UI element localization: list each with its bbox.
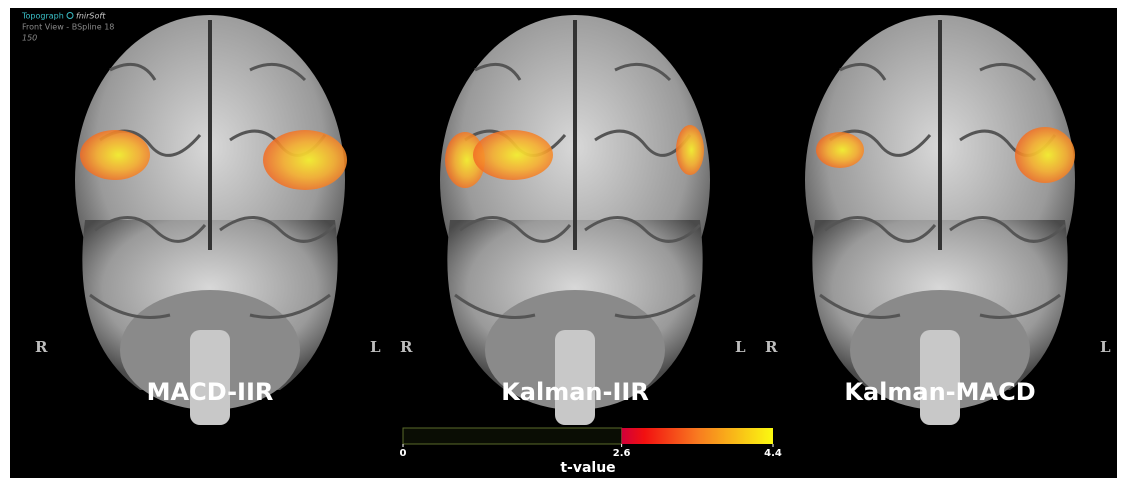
software-name: Topograph xyxy=(21,12,64,21)
side-label: R xyxy=(765,338,778,356)
brain-image xyxy=(803,13,1077,427)
brain-image xyxy=(73,13,347,427)
brand: fnirSoft xyxy=(76,12,106,21)
logo-icon xyxy=(66,12,74,19)
side-label: L xyxy=(1100,338,1111,356)
colorbar: 0 2.6 4.4 t-value xyxy=(400,427,782,476)
colorbar-gradient xyxy=(621,428,773,444)
panel-title: Kalman-IIR xyxy=(501,378,649,406)
side-label: R xyxy=(400,338,413,356)
side-label: R xyxy=(35,338,48,356)
panel-title: Kalman-MACD xyxy=(844,378,1035,406)
colorbar-below-threshold xyxy=(402,427,623,445)
frame-info: 150 xyxy=(22,34,37,43)
tick-label: 4.4 xyxy=(764,448,782,459)
panel-title: MACD-IIR xyxy=(147,378,274,406)
tick-label: 0 xyxy=(400,448,407,459)
brain-image xyxy=(438,13,712,427)
tick-label: 2.6 xyxy=(613,448,631,459)
view-info: Front View - BSpline 18 xyxy=(22,23,114,32)
side-label: L xyxy=(370,338,381,356)
side-label: L xyxy=(735,338,746,356)
colorbar-label: t-value xyxy=(560,460,615,476)
